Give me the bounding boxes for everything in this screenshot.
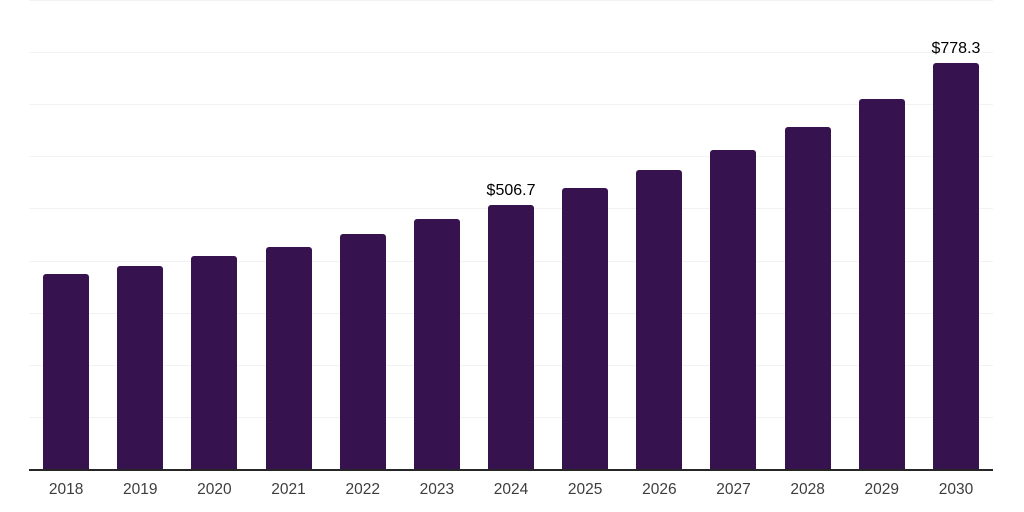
x-tick-2030: 2030 bbox=[938, 481, 974, 498]
bar-2018 bbox=[43, 274, 90, 469]
bar-2029 bbox=[858, 99, 905, 469]
x-tick-2018: 2018 bbox=[48, 481, 84, 498]
x-tick-2019: 2019 bbox=[122, 481, 158, 498]
bar-2020 bbox=[191, 256, 238, 469]
bar-slot-2022 bbox=[326, 0, 400, 469]
bar-2025 bbox=[562, 188, 609, 469]
bar-slot-2020 bbox=[177, 0, 251, 469]
bar-2028 bbox=[784, 127, 831, 469]
gridline-700 bbox=[29, 104, 993, 106]
bar-2026 bbox=[636, 169, 683, 469]
data-label-2024: $506.7 bbox=[486, 181, 536, 199]
gridline-900 bbox=[29, 0, 993, 1]
x-tick-2027: 2027 bbox=[716, 481, 751, 498]
bar-slot-2028 bbox=[771, 0, 845, 469]
bar-2030 bbox=[932, 63, 979, 469]
x-tick-2026: 2026 bbox=[642, 481, 677, 498]
x-tick-2029: 2029 bbox=[864, 481, 900, 498]
bar-slot-2019 bbox=[103, 0, 177, 469]
x-tick-2023: 2023 bbox=[419, 481, 455, 498]
bar-2027 bbox=[710, 149, 757, 469]
bar-slot-2025 bbox=[548, 0, 622, 469]
bar-2024 bbox=[488, 204, 535, 469]
bar-slot-2021 bbox=[251, 0, 325, 469]
gridline-600 bbox=[29, 156, 993, 158]
bar-2022 bbox=[339, 233, 386, 469]
bar-slot-2018 bbox=[29, 0, 103, 469]
data-label-2030: $778.3 bbox=[931, 40, 981, 58]
bar-2019 bbox=[117, 266, 164, 469]
bar-chart: $506.7 $778.3 2018 2019 2020 2021 2022 2023 202… bbox=[29, 0, 993, 498]
bar-row: $506.7 $778.3 bbox=[29, 0, 993, 469]
bar-slot-2026 bbox=[622, 0, 696, 469]
bar-slot-2029 bbox=[845, 0, 919, 469]
x-tick-2025: 2025 bbox=[567, 481, 603, 498]
x-tick-2021: 2021 bbox=[271, 481, 306, 498]
bar-slot-2024: $506.7 bbox=[474, 0, 548, 469]
bar-slot-2030: $778.3 bbox=[919, 0, 993, 469]
bar-slot-2023 bbox=[400, 0, 474, 469]
x-tick-2028: 2028 bbox=[790, 481, 825, 498]
gridline-800 bbox=[29, 52, 993, 54]
x-tick-2024: 2024 bbox=[493, 481, 529, 498]
x-axis-labels: 2018 2019 2020 2021 2022 2023 2024 2025 2026 2027… bbox=[29, 471, 993, 498]
x-tick-2022: 2022 bbox=[345, 481, 380, 498]
bar-slot-2027 bbox=[696, 0, 770, 469]
plot-area: $506.7 $778.3 bbox=[29, 0, 993, 471]
x-tick-2020: 2020 bbox=[197, 481, 232, 498]
bar-2023 bbox=[413, 218, 460, 469]
bar-2021 bbox=[265, 246, 312, 469]
